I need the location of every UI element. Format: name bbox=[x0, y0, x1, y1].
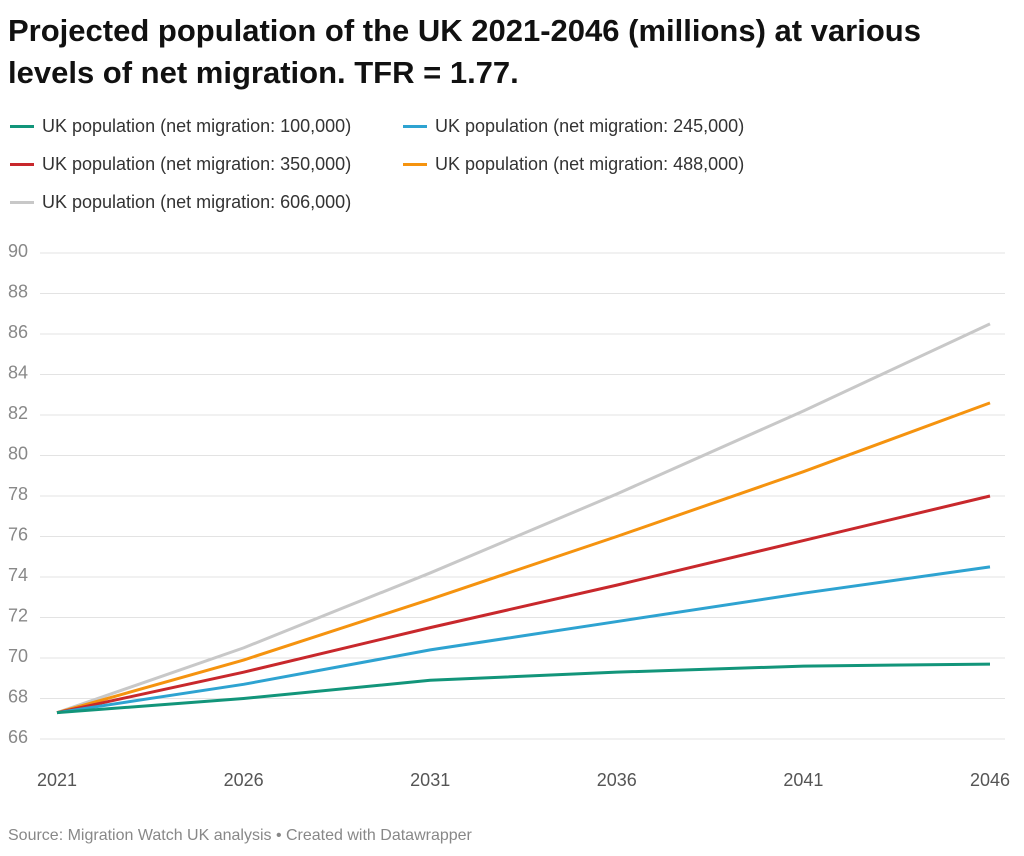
legend-label: UK population (net migration: 606,000) bbox=[42, 191, 352, 212]
legend-label: UK population (net migration: 350,000) bbox=[42, 153, 352, 174]
y-tick-label: 72 bbox=[8, 605, 28, 625]
x-tick-label: 2031 bbox=[410, 770, 450, 790]
chart-title: Projected population of the UK 2021-2046… bbox=[8, 13, 921, 90]
series-line bbox=[56, 401, 991, 715]
y-tick-label: 86 bbox=[8, 322, 28, 342]
y-tick-label: 76 bbox=[8, 524, 28, 544]
y-tick-label: 88 bbox=[8, 281, 28, 301]
legend-swatch bbox=[403, 162, 427, 166]
legend-label: UK population (net migration: 245,000) bbox=[435, 115, 745, 136]
legend-label: UK population (net migration: 488,000) bbox=[435, 153, 745, 174]
legend: UK population (net migration: 100,000) UK… bbox=[10, 114, 803, 214]
series-line bbox=[56, 565, 991, 715]
y-tick-label: 90 bbox=[8, 241, 28, 261]
y-tick-label: 80 bbox=[8, 443, 28, 463]
x-tick-label: 2041 bbox=[783, 770, 823, 790]
legend-swatch bbox=[10, 200, 34, 204]
series-line bbox=[56, 662, 991, 715]
source: Source: Migration Watch UK analysis • Cr… bbox=[8, 827, 473, 844]
x-tick-label: 2021 bbox=[37, 770, 77, 790]
legend-label: UK population (net migration: 100,000) bbox=[42, 115, 352, 136]
series-line bbox=[56, 494, 991, 715]
y-tick-label: 82 bbox=[8, 403, 28, 423]
y-tick-label: 78 bbox=[8, 484, 28, 504]
legend-item: UK population (net migration: 245,000) bbox=[403, 114, 803, 138]
series-line bbox=[56, 322, 991, 715]
legend-item: UK population (net migration: 488,000) bbox=[403, 152, 803, 176]
y-tick-label: 84 bbox=[8, 362, 28, 382]
legend-item: UK population (net migration: 350,000) bbox=[10, 152, 403, 176]
legend-swatch bbox=[403, 124, 427, 128]
y-tick-label: 66 bbox=[8, 727, 28, 747]
legend-swatch bbox=[10, 162, 34, 166]
y-tick-label: 70 bbox=[8, 646, 28, 666]
y-tick-label: 68 bbox=[8, 686, 28, 706]
x-tick-label: 2046 bbox=[970, 770, 1010, 790]
legend-item: UK population (net migration: 606,000) bbox=[10, 190, 403, 214]
legend-item: UK population (net migration: 100,000) bbox=[10, 114, 403, 138]
x-tick-label: 2026 bbox=[224, 770, 264, 790]
y-tick-label: 74 bbox=[8, 565, 28, 585]
x-tick-label: 2036 bbox=[597, 770, 637, 790]
legend-swatch bbox=[10, 124, 34, 128]
